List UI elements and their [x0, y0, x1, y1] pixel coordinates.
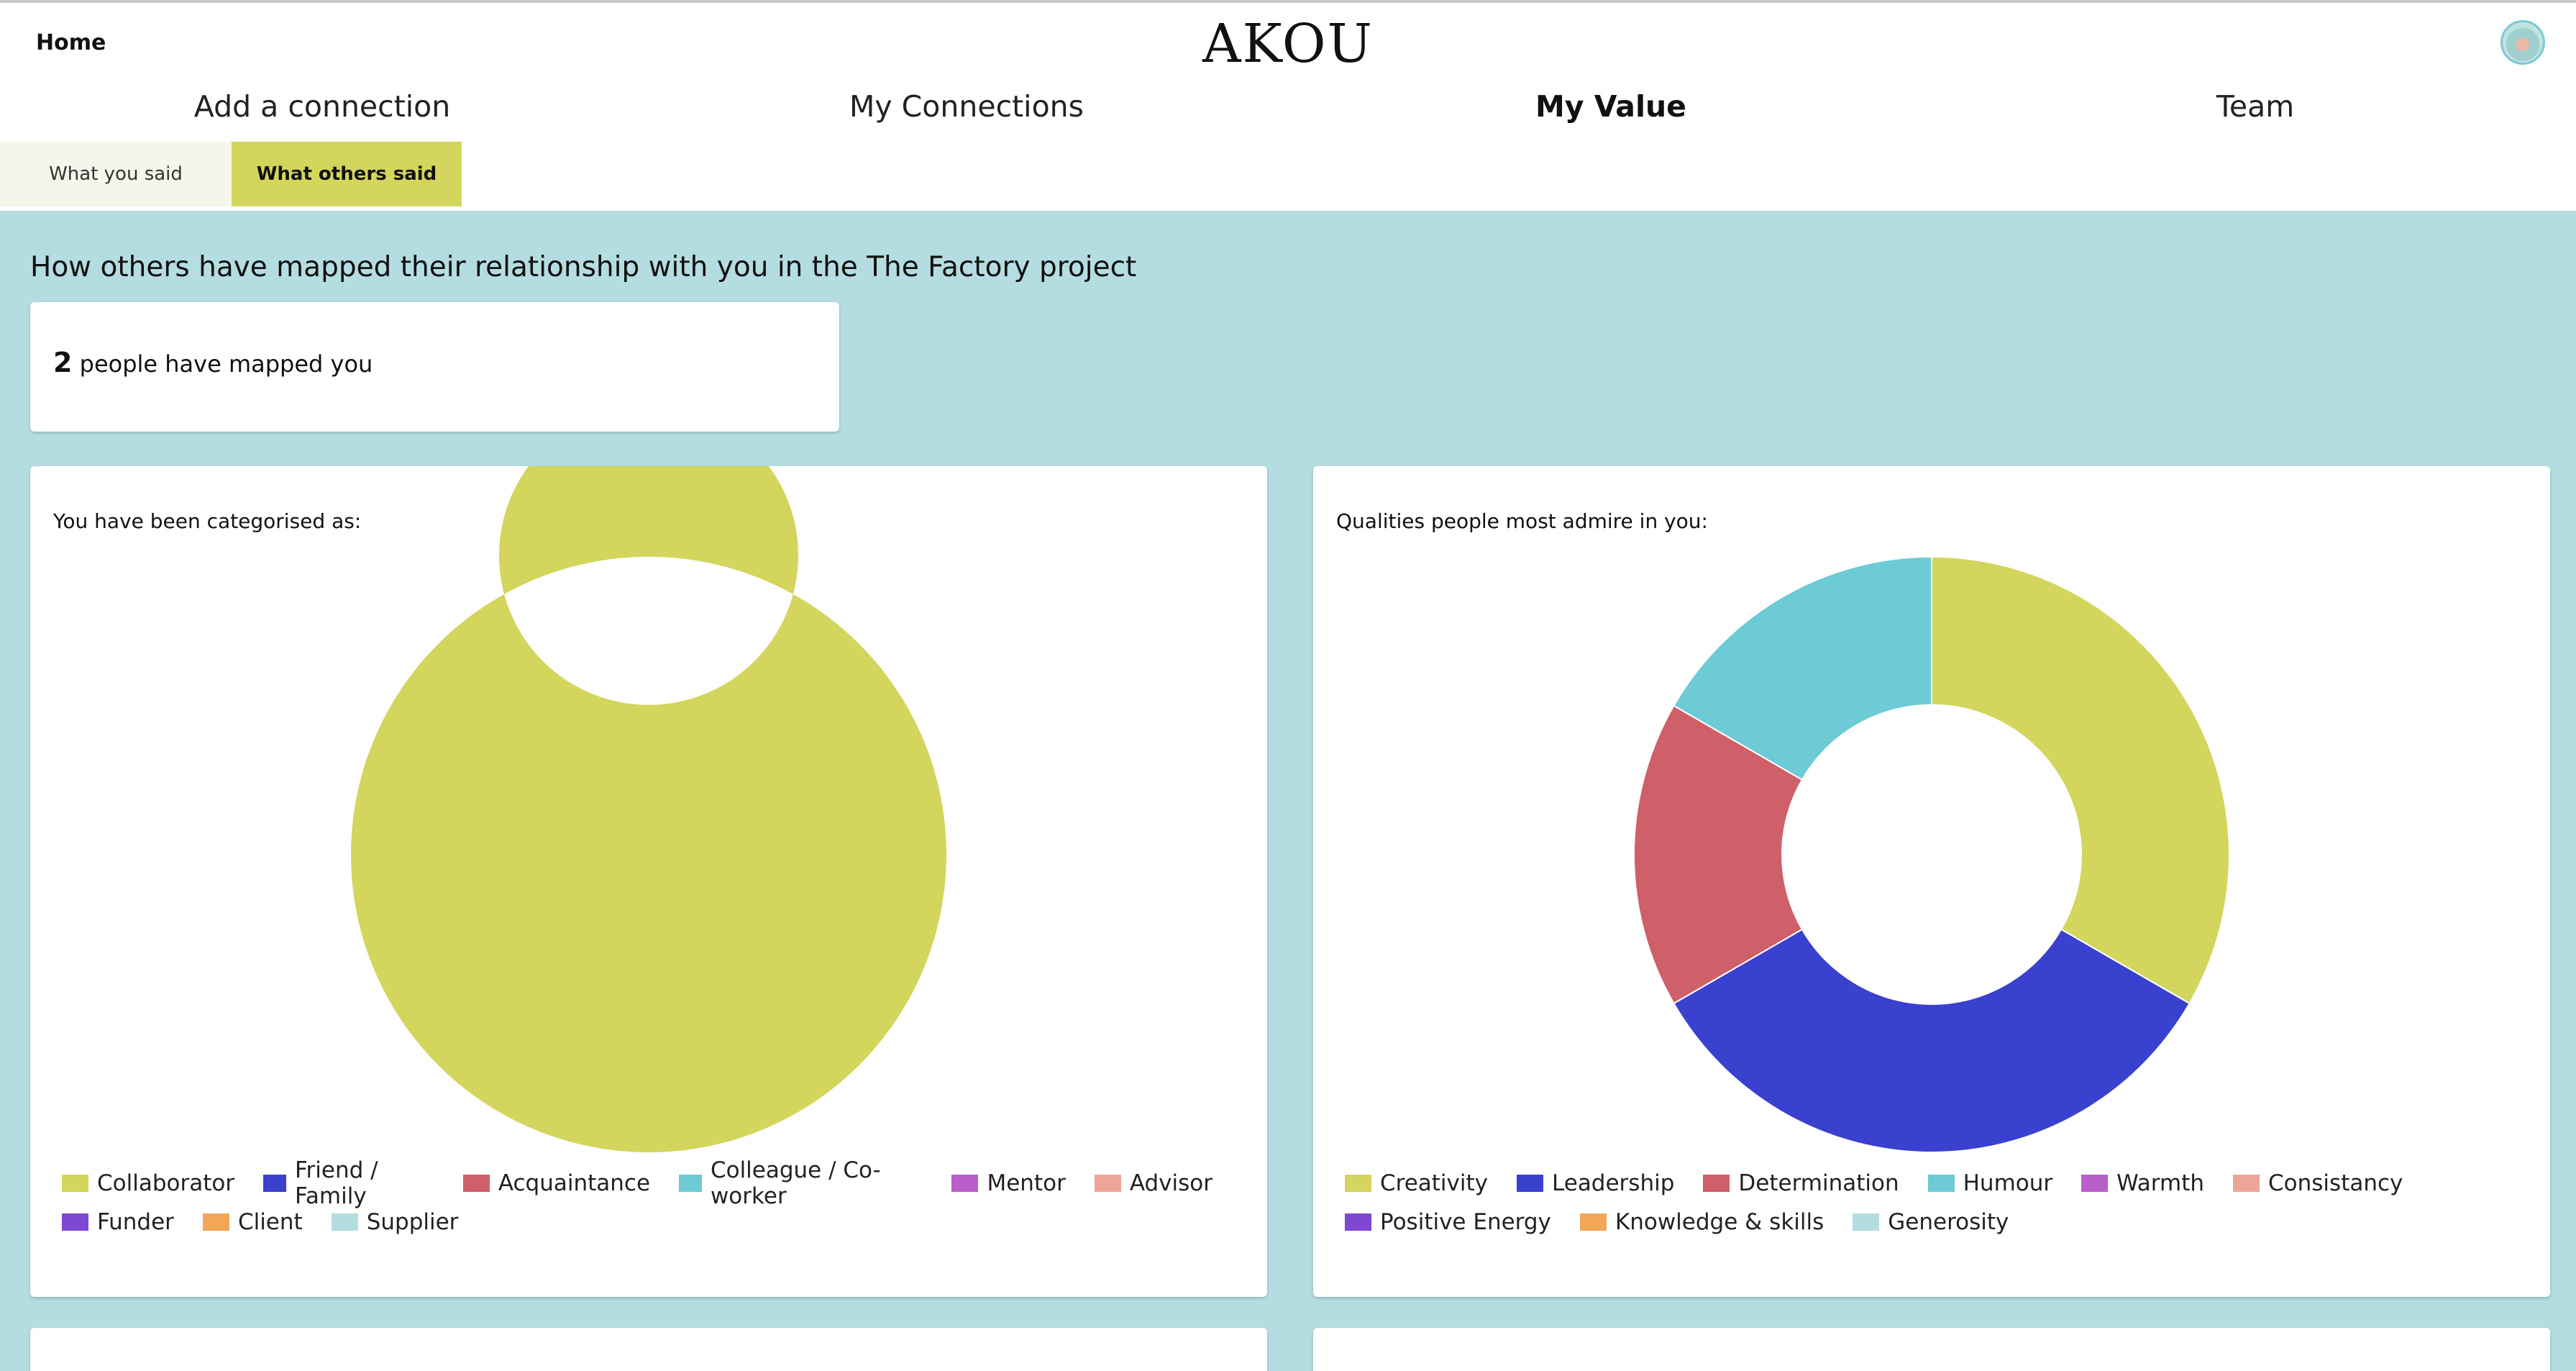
mapped-count-suffix: people have mapped you [72, 350, 373, 378]
legend-swatch [1345, 1213, 1371, 1231]
legend-label: Supplier [366, 1209, 459, 1235]
nav-add-connection[interactable]: Add a connection [193, 89, 451, 124]
legend-item-leadership[interactable]: Leadership [1517, 1170, 1674, 1196]
legend-label: Consistancy [2268, 1170, 2403, 1196]
legend-swatch [1517, 1175, 1544, 1192]
mapped-count-value: 2 [53, 347, 73, 378]
legend-swatch [2233, 1175, 2260, 1192]
legend-item-consistancy[interactable]: Consistancy [2233, 1170, 2403, 1196]
nav-my-value[interactable]: My Value [1535, 89, 1686, 124]
legend-swatch [62, 1213, 88, 1231]
legend-item-determination[interactable]: Determination [1703, 1170, 1899, 1196]
legend-swatch [1579, 1213, 1607, 1231]
nav-my-connections[interactable]: My Connections [849, 89, 1084, 124]
legend-label: Warmth [2116, 1170, 2205, 1196]
legend-label: Determination [1738, 1170, 1899, 1196]
page-intro: How others have mapped their relationshi… [30, 251, 1137, 283]
legend-label: Collaborator [97, 1170, 235, 1196]
legend-swatch [462, 1175, 490, 1192]
legend-swatch [1927, 1175, 1955, 1192]
qualities-donut-chart [1632, 555, 2230, 1153]
legend-label: Advisor [1129, 1170, 1212, 1196]
legend-item-client[interactable]: Client [202, 1209, 303, 1235]
legend-label: Creativity [1380, 1170, 1489, 1196]
legend-label: Generosity [1888, 1209, 2009, 1235]
legend-swatch [1853, 1213, 1880, 1231]
lower-card-left [30, 1328, 1267, 1371]
legend-item-creativity[interactable]: Creativity [1345, 1170, 1488, 1196]
legend-label: Leadership [1552, 1170, 1675, 1196]
legend-item-advisor[interactable]: Advisor [1094, 1170, 1212, 1196]
qualities-legend: Creativity Leadership Determination Humour W… [1345, 1164, 2524, 1242]
category-legend: Collaborator Friend / Family Acquaintance C… [62, 1157, 1241, 1242]
legend-item-funder[interactable]: Funder [62, 1209, 174, 1235]
mapped-count-card: 2 people have mapped you [30, 302, 839, 432]
legend-item-supplier[interactable]: Supplier [331, 1209, 459, 1235]
nav-team[interactable]: Team [2216, 89, 2295, 124]
legend-swatch [263, 1175, 286, 1192]
legend-item-knowledge-skills[interactable]: Knowledge & skills [1579, 1209, 1824, 1235]
qualities-chart-title: Qualities people most admire in you: [1336, 509, 1708, 533]
legend-item-collaborator[interactable]: Collaborator [62, 1170, 234, 1196]
main-nav: Add a connection My Connections My Value… [0, 89, 2576, 140]
mapped-count-text: 2 people have mapped you [53, 347, 373, 378]
legend-row: Collaborator Friend / Family Acquaintance C… [62, 1157, 1241, 1209]
legend-swatch [679, 1175, 702, 1192]
home-link[interactable]: Home [36, 30, 106, 55]
legend-row: Positive Energy Knowledge & skills Generos… [1345, 1203, 2524, 1242]
main-content: How others have mapped their relationshi… [0, 211, 2576, 1371]
app-header: Home AKOU Add a connection My Connection… [0, 0, 2576, 211]
akou-logo[interactable]: AKOU [1202, 13, 1374, 75]
category-donut-chart [351, 466, 946, 1152]
legend-swatch [2081, 1175, 2109, 1192]
lower-card-right [1313, 1328, 2550, 1371]
tab-what-others-said[interactable]: What others said [232, 142, 462, 206]
slice-creativity[interactable] [1931, 555, 2230, 1005]
legend-label: Acquaintance [498, 1170, 651, 1196]
legend-item-humour[interactable]: Humour [1927, 1170, 2053, 1196]
legend-swatch [331, 1213, 358, 1231]
legend-label: Funder [97, 1209, 174, 1235]
legend-swatch [1094, 1175, 1121, 1192]
legend-label: Client [237, 1209, 303, 1235]
legend-swatch [1703, 1175, 1730, 1192]
legend-item-acquaintance[interactable]: Acquaintance [462, 1170, 651, 1196]
category-chart-title: You have been categorised as: [53, 509, 362, 533]
legend-label: Colleague / Co-worker [710, 1157, 881, 1209]
legend-item-friend-family[interactable]: Friend / Family [263, 1157, 434, 1209]
legend-item-colleague-co-worker[interactable]: Colleague / Co-worker [679, 1157, 923, 1209]
legend-item-warmth[interactable]: Warmth [2081, 1170, 2204, 1196]
user-avatar-icon[interactable] [2500, 20, 2545, 65]
legend-swatch [202, 1213, 229, 1231]
legend-swatch [62, 1175, 88, 1192]
tab-what-you-said[interactable]: What you said [0, 142, 232, 206]
slice-determination[interactable] [1632, 704, 1804, 1005]
legend-label: Mentor [987, 1170, 1066, 1196]
legend-label: Humour [1963, 1170, 2053, 1196]
legend-row: Creativity Leadership Determination Humour W… [1345, 1164, 2524, 1203]
legend-label: Friend / Family [294, 1157, 378, 1209]
legend-label: Knowledge & skills [1614, 1209, 1824, 1235]
legend-label: Positive Energy [1380, 1209, 1551, 1235]
legend-item-mentor[interactable]: Mentor [951, 1170, 1066, 1196]
slice-leadership[interactable] [1673, 928, 2191, 1153]
legend-swatch [1345, 1175, 1371, 1192]
legend-row: Funder Client Supplier [62, 1203, 1241, 1242]
slice-humour[interactable] [1673, 555, 1932, 781]
legend-swatch [951, 1175, 979, 1192]
legend-item-positive-energy[interactable]: Positive Energy [1345, 1209, 1551, 1235]
qualities-chart-card: Qualities people most admire in you: Cre… [1313, 466, 2550, 1297]
legend-item-generosity[interactable]: Generosity [1853, 1209, 2009, 1235]
category-chart-card: You have been categorised as: Collaborat… [30, 466, 1267, 1297]
slice-collaborator[interactable] [351, 466, 946, 1152]
